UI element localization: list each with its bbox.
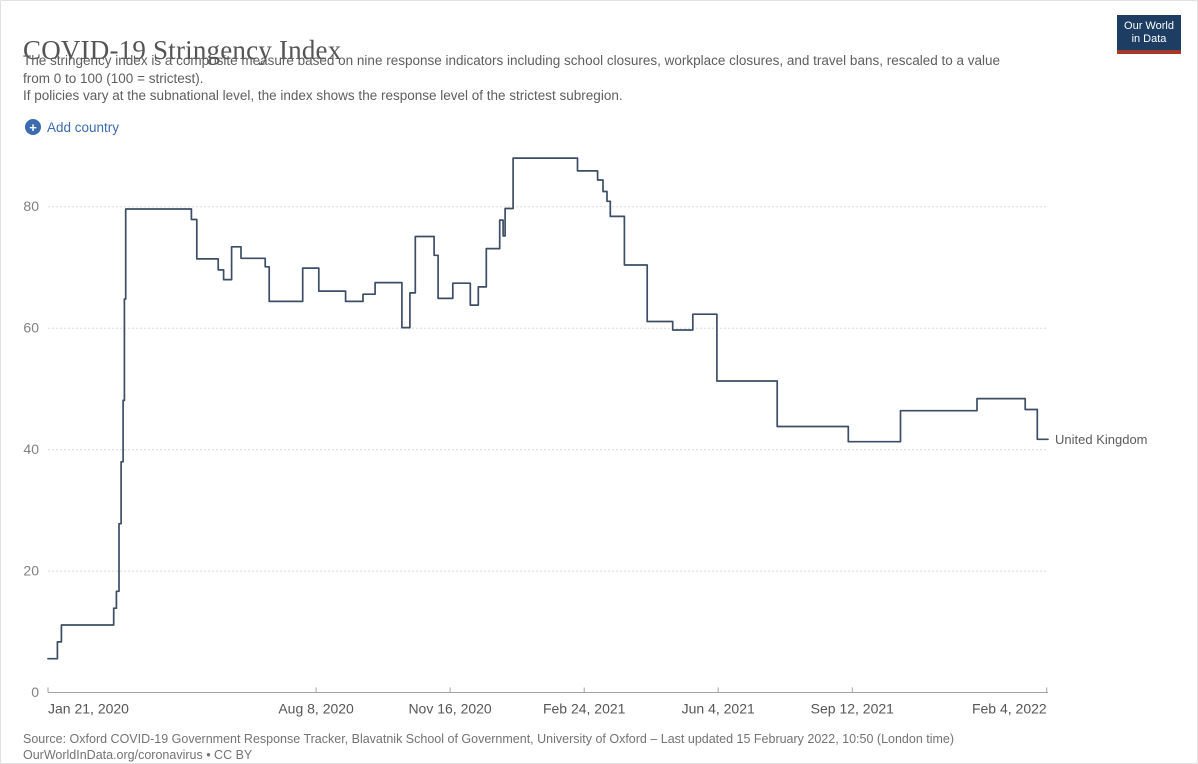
- owid-logo-stripe: [1117, 50, 1181, 54]
- x-tick-label: Feb 24, 2021: [543, 701, 626, 717]
- y-tick-label: 80: [23, 198, 39, 214]
- source-license: • CC BY: [206, 748, 253, 762]
- x-tick-label: Aug 8, 2020: [278, 701, 354, 717]
- x-tick-label: Feb 4, 2022: [972, 701, 1047, 717]
- y-tick-label: 60: [23, 320, 39, 336]
- chart-footer: Source: Oxford COVID-19 Government Respo…: [23, 731, 954, 763]
- y-tick-label: 0: [31, 684, 39, 700]
- y-tick-label: 40: [23, 441, 39, 457]
- plus-icon: +: [25, 119, 41, 135]
- add-country-button[interactable]: + Add country: [25, 119, 119, 135]
- subtitle-line: The stringency index is a composite meas…: [23, 53, 1001, 68]
- series-end-label: United Kingdom: [1055, 432, 1148, 447]
- owid-logo[interactable]: Our World in Data: [1117, 15, 1181, 54]
- chart-subtitle: The stringency index is a composite meas…: [23, 52, 1053, 105]
- add-country-label: Add country: [47, 119, 120, 135]
- series-line: [47, 157, 1049, 660]
- x-tick-label: Jun 4, 2021: [682, 701, 755, 717]
- x-tick-label: Sep 12, 2021: [811, 701, 895, 717]
- owid-logo-text: Our World in Data: [1117, 15, 1181, 50]
- x-tick-label: Nov 16, 2020: [408, 701, 491, 717]
- source-line: Source: Oxford COVID-19 Government Respo…: [23, 732, 955, 746]
- source-link[interactable]: OurWorldInData.org/coronavirus: [23, 748, 203, 762]
- y-tick-label: 20: [23, 563, 39, 579]
- subtitle-line: from 0 to 100 (100 = strictest).: [23, 70, 204, 86]
- page-title: COVID-19 Stringency Index: [23, 35, 342, 66]
- x-tick-label: Jan 21, 2020: [48, 701, 129, 717]
- subtitle-line: If policies vary at the subnational leve…: [23, 88, 623, 103]
